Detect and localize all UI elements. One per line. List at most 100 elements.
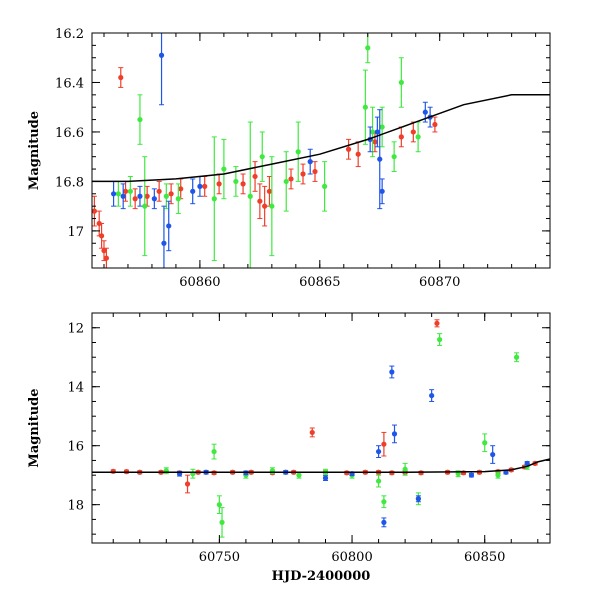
top-green-point <box>163 193 169 199</box>
bottom-blue-point <box>468 472 475 478</box>
bottom-green-point <box>219 519 225 525</box>
top-green-point <box>398 79 404 86</box>
top-x-tick-label: 60860 <box>179 275 220 290</box>
top-red-point <box>91 208 97 214</box>
bottom-red-point <box>381 441 387 447</box>
bottom-green-point <box>381 499 387 505</box>
bottom-blue-point <box>381 519 387 525</box>
bottom-x-tick-label: 60750 <box>199 550 240 565</box>
top-red-point <box>156 188 162 194</box>
top-y-tick-labels: 16.2 16.4 16.6 16.8 17 <box>55 27 84 240</box>
bottom-y-tick-label: 12 <box>67 322 84 337</box>
bottom-axis-ticks <box>92 312 550 543</box>
bottom-blue-point <box>415 496 421 502</box>
top-red-point <box>144 193 150 199</box>
top-red-point <box>410 129 416 135</box>
top-y-tick-label: 17 <box>67 225 84 240</box>
bottom-green-point <box>513 354 520 360</box>
bottom-red-point <box>110 468 116 474</box>
top-blue-point <box>197 183 203 189</box>
top-red-point <box>398 134 404 140</box>
top-blue-point <box>190 188 196 194</box>
top-blue-point <box>161 240 167 246</box>
bottom-y-tick-label: 18 <box>67 499 84 514</box>
bottom-green-point <box>211 448 217 455</box>
bottom-y-tick-label: 14 <box>67 381 84 396</box>
top-green-point <box>369 129 376 135</box>
bottom-green-point <box>402 466 408 472</box>
top-red-point <box>118 74 124 81</box>
bottom-green-point <box>296 472 302 478</box>
top-red-point <box>101 248 107 254</box>
top-y-tick-label: 16.4 <box>55 76 84 91</box>
top-green-point <box>211 196 217 202</box>
bottom-data-points <box>110 319 538 538</box>
top-blue-point <box>379 188 385 194</box>
bottom-blue-point <box>375 448 382 455</box>
top-plot-frame <box>91 32 551 269</box>
top-y-axis-title: Magnitude <box>27 111 42 190</box>
top-blue-point <box>374 129 380 135</box>
top-red-point <box>355 151 361 157</box>
top-red-point <box>345 146 352 152</box>
top-y-tick-label: 16.6 <box>55 126 84 141</box>
top-blue-point <box>137 193 143 199</box>
top-blue-point <box>166 223 172 229</box>
top-blue-point <box>377 156 383 162</box>
top-red-point <box>372 139 378 145</box>
bottom-blue-point <box>429 392 435 399</box>
top-blue-point <box>110 191 117 197</box>
bottom-x-axis-title: HJD-2400000 <box>272 569 371 584</box>
top-green-point <box>247 193 253 199</box>
top-red-point <box>262 203 268 209</box>
bottom-y-tick-label: 16 <box>67 440 84 455</box>
top-blue-point <box>120 193 126 199</box>
top-light-curve-panel: 60860 60865 60870 16.2 16.4 16.6 16.8 17 Magni… <box>27 27 551 290</box>
top-green-point <box>362 104 368 110</box>
top-green-point <box>137 116 143 123</box>
bottom-green-point <box>216 502 222 508</box>
top-red-point <box>122 188 129 194</box>
top-x-tick-label: 60865 <box>299 275 340 290</box>
bottom-blue-point <box>524 460 530 466</box>
top-red-point <box>103 255 109 261</box>
top-red-point <box>288 176 294 182</box>
bottom-blue-point <box>389 369 395 375</box>
top-red-point <box>266 188 273 194</box>
top-green-point <box>259 154 265 160</box>
top-red-point <box>98 233 105 239</box>
top-red-point <box>252 173 258 180</box>
top-green-point <box>127 188 133 194</box>
bottom-x-tick-label: 60800 <box>331 550 372 565</box>
top-green-point <box>233 178 239 185</box>
bottom-y-tick-labels: 12 14 16 18 <box>67 322 84 514</box>
top-blue-point <box>151 196 157 202</box>
bottom-plot-frame <box>91 312 551 544</box>
top-green-point <box>365 45 371 51</box>
top-blue-point <box>158 52 165 58</box>
top-green-point <box>221 166 227 172</box>
top-green-point <box>142 203 148 209</box>
top-red-point <box>202 183 208 189</box>
top-red-point <box>432 121 438 128</box>
bottom-red-point <box>309 429 315 436</box>
top-red-point <box>257 198 263 204</box>
top-green-point <box>295 149 301 155</box>
top-green-point <box>175 196 181 202</box>
bottom-green-point <box>495 472 501 478</box>
top-data-points <box>91 32 438 269</box>
bottom-y-axis-title: Magnitude <box>27 388 42 467</box>
top-x-tick-labels: 60860 60865 60870 <box>179 275 460 290</box>
top-red-point <box>132 196 138 202</box>
top-red-point <box>216 181 222 187</box>
bottom-red-point <box>184 481 191 487</box>
bottom-x-tick-labels: 60750 60800 60850 <box>199 550 506 565</box>
top-y-tick-label: 16.8 <box>55 175 84 190</box>
top-green-point <box>415 134 421 140</box>
bottom-light-curve-panel: 60750 60800 60850 12 14 16 18 Magnitude HJD-2… <box>27 312 551 584</box>
top-green-point <box>283 178 289 185</box>
top-red-point <box>300 171 306 177</box>
bottom-green-point <box>437 336 443 343</box>
top-axis-ticks <box>92 32 550 269</box>
